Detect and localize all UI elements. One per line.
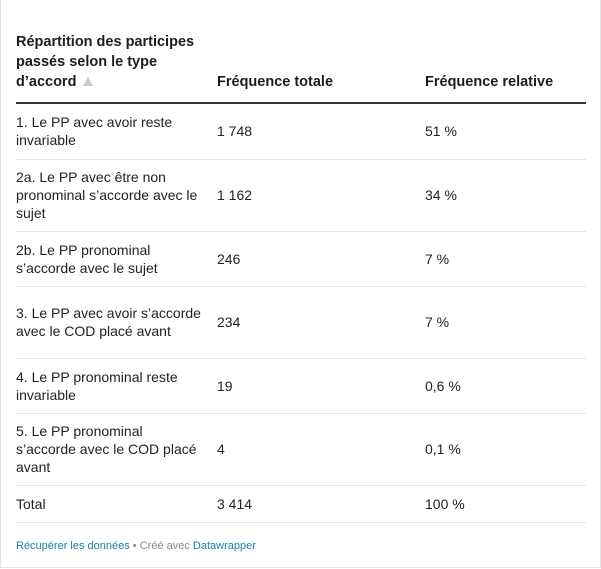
- table-row: 2b. Le PP pronominal s’accorde avec le s…: [16, 231, 586, 287]
- data-table-container: Répartition des participes passés selon …: [16, 32, 586, 523]
- row-relative: 7 %: [425, 231, 586, 287]
- row-label: 2b. Le PP pronominal s’accorde avec le s…: [16, 231, 217, 287]
- column-header-relative[interactable]: Fréquence relative: [425, 32, 586, 104]
- chart-footer: Récupérer les données • Créé avec Datawr…: [16, 539, 256, 553]
- row-total: 4: [217, 413, 425, 486]
- row-label: 1. Le PP avec avoir reste invariable: [16, 103, 217, 160]
- row-label: 2a. Le PP avec être non pronominal s’acc…: [16, 159, 217, 232]
- column-header-category-label: Répartition des participes passés selon …: [16, 34, 195, 90]
- table-row: 1. Le PP avec avoir reste invariable 1 7…: [16, 103, 586, 160]
- row-label: 3. Le PP avec avoir s’accorde avec le CO…: [16, 286, 217, 359]
- footer-created-with-text: • Créé avec: [129, 540, 193, 552]
- column-header-total[interactable]: Fréquence totale: [217, 32, 425, 104]
- column-header-category[interactable]: Répartition des participes passés selon …: [16, 32, 217, 104]
- row-total: 19: [217, 358, 425, 414]
- table-total-row: Total 3 414 100 %: [16, 485, 586, 523]
- datawrapper-link[interactable]: Datawrapper: [192, 540, 256, 552]
- table-row: 4. Le PP pronominal reste invariable 19 …: [16, 358, 586, 414]
- data-table: Répartition des participes passés selon …: [16, 32, 586, 523]
- column-header-total-label: Fréquence totale: [217, 74, 334, 90]
- row-relative: 7 %: [425, 286, 586, 359]
- row-relative: 51 %: [425, 103, 586, 160]
- table-header-row: Répartition des participes passés selon …: [16, 32, 586, 104]
- column-header-relative-label: Fréquence relative: [425, 74, 554, 90]
- table-row: 2a. Le PP avec être non pronominal s’acc…: [16, 159, 586, 232]
- sort-ascending-icon[interactable]: [83, 77, 94, 86]
- row-relative: 34 %: [425, 159, 586, 232]
- total-value: 3 414: [217, 485, 425, 523]
- row-total: 1 162: [217, 159, 425, 232]
- row-relative: 0,6 %: [425, 358, 586, 414]
- download-data-link[interactable]: Récupérer les données: [16, 540, 130, 552]
- table-row: 5. Le PP pronominal s’accorde avec le CO…: [16, 413, 586, 486]
- total-label: Total: [16, 485, 217, 523]
- total-relative: 100 %: [425, 485, 586, 523]
- row-relative: 0,1 %: [425, 413, 586, 486]
- table-row: 3. Le PP avec avoir s’accorde avec le CO…: [16, 286, 586, 359]
- row-total: 246: [217, 231, 425, 287]
- row-total: 1 748: [217, 103, 425, 160]
- row-label: 4. Le PP pronominal reste invariable: [16, 358, 217, 414]
- row-total: 234: [217, 286, 425, 359]
- row-label: 5. Le PP pronominal s’accorde avec le CO…: [16, 413, 217, 486]
